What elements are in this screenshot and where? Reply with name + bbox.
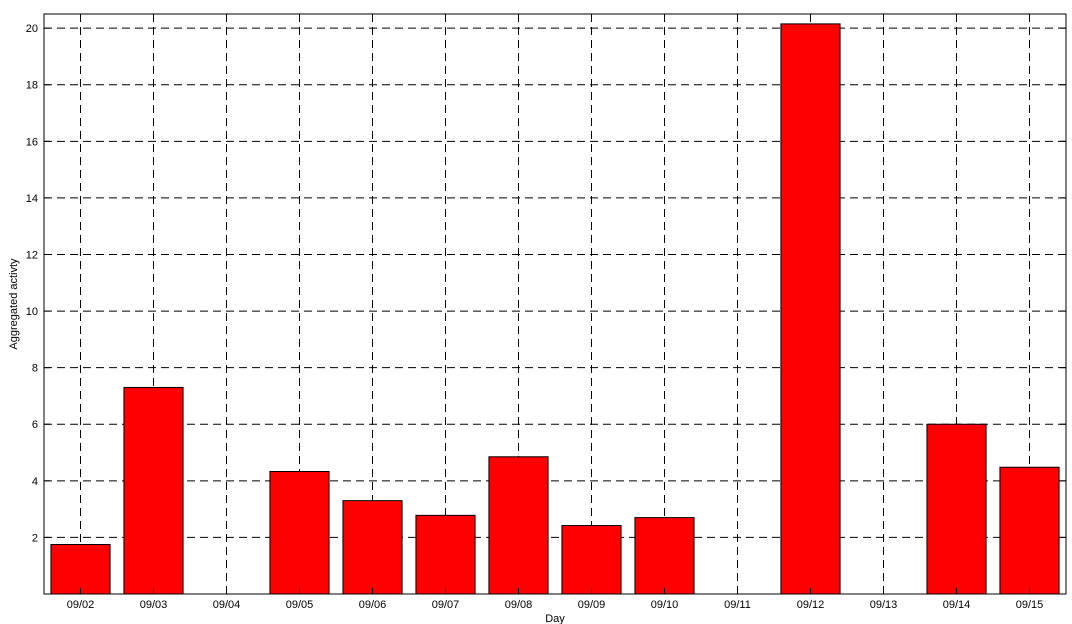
bar	[926, 423, 987, 595]
x-tick-label: 09/15	[1016, 599, 1044, 611]
x-tick-label: 09/04	[213, 599, 241, 611]
bar	[634, 517, 695, 595]
x-tick-label: 09/12	[797, 599, 825, 611]
x-tick-label: 09/09	[578, 599, 606, 611]
x-tick-labels: 09/02 09/03 09/04 09/05 09/06 09/07 09/08 09/09…	[67, 599, 1044, 611]
tick-marks	[44, 14, 1066, 594]
x-tick-label: 09/13	[870, 599, 898, 611]
bar	[999, 466, 1060, 595]
x-tick-label: 09/05	[286, 599, 314, 611]
y-tick-label: 8	[32, 363, 38, 375]
y-tick-label: 14	[26, 193, 38, 205]
y-tick-label: 16	[26, 136, 38, 148]
bar	[269, 470, 330, 595]
x-tick-label: 09/02	[67, 599, 95, 611]
grid-lines	[44, 14, 1066, 594]
bar	[123, 386, 184, 595]
x-tick-label: 09/14	[943, 599, 971, 611]
bar	[488, 456, 549, 595]
bar	[50, 543, 111, 595]
y-tick-label: 6	[32, 419, 38, 431]
y-tick-label: 12	[26, 249, 38, 261]
bar	[415, 514, 476, 595]
plot-frame	[43, 13, 1067, 595]
x-axis-label: Day	[545, 613, 565, 624]
bar	[342, 500, 403, 595]
y-tick-labels: 2 4 6 8 10 12 14 16 18 20	[26, 23, 38, 544]
x-tick-label: 09/07	[432, 599, 460, 611]
x-tick-label: 09/06	[359, 599, 387, 611]
y-axis-label: Aggregated activty	[8, 258, 20, 350]
y-tick-label: 20	[26, 23, 38, 35]
y-tick-label: 4	[32, 476, 38, 488]
bar	[780, 23, 841, 595]
x-tick-label: 09/03	[140, 599, 168, 611]
x-tick-label: 09/08	[505, 599, 533, 611]
y-tick-label: 10	[26, 306, 38, 318]
bars	[50, 23, 1060, 595]
x-tick-label: 09/11	[724, 599, 751, 611]
bar	[561, 525, 622, 595]
y-tick-label: 2	[32, 532, 38, 544]
x-tick-label: 09/10	[651, 599, 679, 611]
y-tick-label: 18	[26, 80, 38, 92]
